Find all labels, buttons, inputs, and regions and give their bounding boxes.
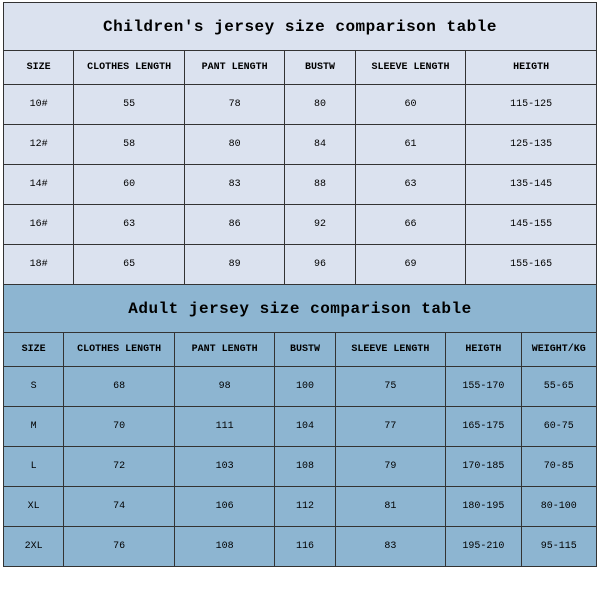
cell: 60 bbox=[355, 85, 466, 125]
children-table-title-row: Children's jersey size comparison table bbox=[4, 3, 597, 51]
cell: 81 bbox=[335, 487, 446, 527]
cell: 89 bbox=[184, 245, 285, 285]
cell: 180-195 bbox=[446, 487, 521, 527]
cell: 86 bbox=[184, 205, 285, 245]
cell: 75 bbox=[335, 367, 446, 407]
cell: 78 bbox=[184, 85, 285, 125]
cell: 63 bbox=[355, 165, 466, 205]
adult-col-weight: WEIGHT/KG bbox=[521, 333, 596, 367]
cell: 83 bbox=[335, 527, 446, 567]
cell: 16# bbox=[4, 205, 74, 245]
cell: 155-170 bbox=[446, 367, 521, 407]
table-row: XL 74 106 112 81 180-195 80-100 bbox=[4, 487, 597, 527]
adult-col-size: SIZE bbox=[4, 333, 64, 367]
adult-size-table: Adult jersey size comparison table SIZE … bbox=[3, 284, 597, 567]
table-row: 18# 65 89 96 69 155-165 bbox=[4, 245, 597, 285]
cell: 10# bbox=[4, 85, 74, 125]
cell: 88 bbox=[285, 165, 355, 205]
table-row: 16# 63 86 92 66 145-155 bbox=[4, 205, 597, 245]
cell: 170-185 bbox=[446, 447, 521, 487]
cell: 77 bbox=[335, 407, 446, 447]
adult-col-sleeve-length: SLEEVE LENGTH bbox=[335, 333, 446, 367]
cell: 103 bbox=[174, 447, 275, 487]
cell: 55-65 bbox=[521, 367, 596, 407]
cell: 69 bbox=[355, 245, 466, 285]
adult-col-clothes-length: CLOTHES LENGTH bbox=[64, 333, 175, 367]
cell: 18# bbox=[4, 245, 74, 285]
cell: 83 bbox=[184, 165, 285, 205]
cell: 60-75 bbox=[521, 407, 596, 447]
cell: M bbox=[4, 407, 64, 447]
cell: 100 bbox=[275, 367, 335, 407]
cell: 2XL bbox=[4, 527, 64, 567]
cell: 72 bbox=[64, 447, 175, 487]
children-col-bustw: BUSTW bbox=[285, 51, 355, 85]
cell: 55 bbox=[74, 85, 185, 125]
table-row: 14# 60 83 88 63 135-145 bbox=[4, 165, 597, 205]
children-col-heigth: HEIGTH bbox=[466, 51, 597, 85]
cell: 104 bbox=[275, 407, 335, 447]
children-col-pant-length: PANT LENGTH bbox=[184, 51, 285, 85]
cell: 12# bbox=[4, 125, 74, 165]
cell: 80-100 bbox=[521, 487, 596, 527]
cell: 115-125 bbox=[466, 85, 597, 125]
cell: 155-165 bbox=[466, 245, 597, 285]
cell: 60 bbox=[74, 165, 185, 205]
table-row: S 68 98 100 75 155-170 55-65 bbox=[4, 367, 597, 407]
cell: 70-85 bbox=[521, 447, 596, 487]
cell: 80 bbox=[285, 85, 355, 125]
cell: L bbox=[4, 447, 64, 487]
cell: 135-145 bbox=[466, 165, 597, 205]
table-row: 2XL 76 108 116 83 195-210 95-115 bbox=[4, 527, 597, 567]
cell: 68 bbox=[64, 367, 175, 407]
cell: S bbox=[4, 367, 64, 407]
table-row: 12# 58 80 84 61 125-135 bbox=[4, 125, 597, 165]
cell: 95-115 bbox=[521, 527, 596, 567]
cell: 111 bbox=[174, 407, 275, 447]
table-row: 10# 55 78 80 60 115-125 bbox=[4, 85, 597, 125]
cell: 74 bbox=[64, 487, 175, 527]
adult-col-pant-length: PANT LENGTH bbox=[174, 333, 275, 367]
cell: 84 bbox=[285, 125, 355, 165]
children-col-size: SIZE bbox=[4, 51, 74, 85]
cell: 96 bbox=[285, 245, 355, 285]
cell: 14# bbox=[4, 165, 74, 205]
children-col-clothes-length: CLOTHES LENGTH bbox=[74, 51, 185, 85]
cell: 98 bbox=[174, 367, 275, 407]
adult-col-bustw: BUSTW bbox=[275, 333, 335, 367]
cell: 145-155 bbox=[466, 205, 597, 245]
cell: 80 bbox=[184, 125, 285, 165]
children-size-table: Children's jersey size comparison table … bbox=[3, 2, 597, 285]
cell: 66 bbox=[355, 205, 466, 245]
adult-col-heigth: HEIGTH bbox=[446, 333, 521, 367]
cell: 65 bbox=[74, 245, 185, 285]
cell: 79 bbox=[335, 447, 446, 487]
adult-table-header-row: SIZE CLOTHES LENGTH PANT LENGTH BUSTW SL… bbox=[4, 333, 597, 367]
adult-table-title: Adult jersey size comparison table bbox=[4, 285, 597, 333]
cell: 195-210 bbox=[446, 527, 521, 567]
cell: 76 bbox=[64, 527, 175, 567]
cell: 108 bbox=[275, 447, 335, 487]
cell: 116 bbox=[275, 527, 335, 567]
size-chart-container: Children's jersey size comparison table … bbox=[3, 2, 597, 567]
adult-table-title-row: Adult jersey size comparison table bbox=[4, 285, 597, 333]
cell: 106 bbox=[174, 487, 275, 527]
cell: 165-175 bbox=[446, 407, 521, 447]
cell: 92 bbox=[285, 205, 355, 245]
cell: XL bbox=[4, 487, 64, 527]
children-table-title: Children's jersey size comparison table bbox=[4, 3, 597, 51]
cell: 70 bbox=[64, 407, 175, 447]
children-col-sleeve-length: SLEEVE LENGTH bbox=[355, 51, 466, 85]
table-row: L 72 103 108 79 170-185 70-85 bbox=[4, 447, 597, 487]
table-row: M 70 111 104 77 165-175 60-75 bbox=[4, 407, 597, 447]
cell: 112 bbox=[275, 487, 335, 527]
cell: 125-135 bbox=[466, 125, 597, 165]
children-table-header-row: SIZE CLOTHES LENGTH PANT LENGTH BUSTW SL… bbox=[4, 51, 597, 85]
cell: 108 bbox=[174, 527, 275, 567]
cell: 61 bbox=[355, 125, 466, 165]
cell: 63 bbox=[74, 205, 185, 245]
cell: 58 bbox=[74, 125, 185, 165]
